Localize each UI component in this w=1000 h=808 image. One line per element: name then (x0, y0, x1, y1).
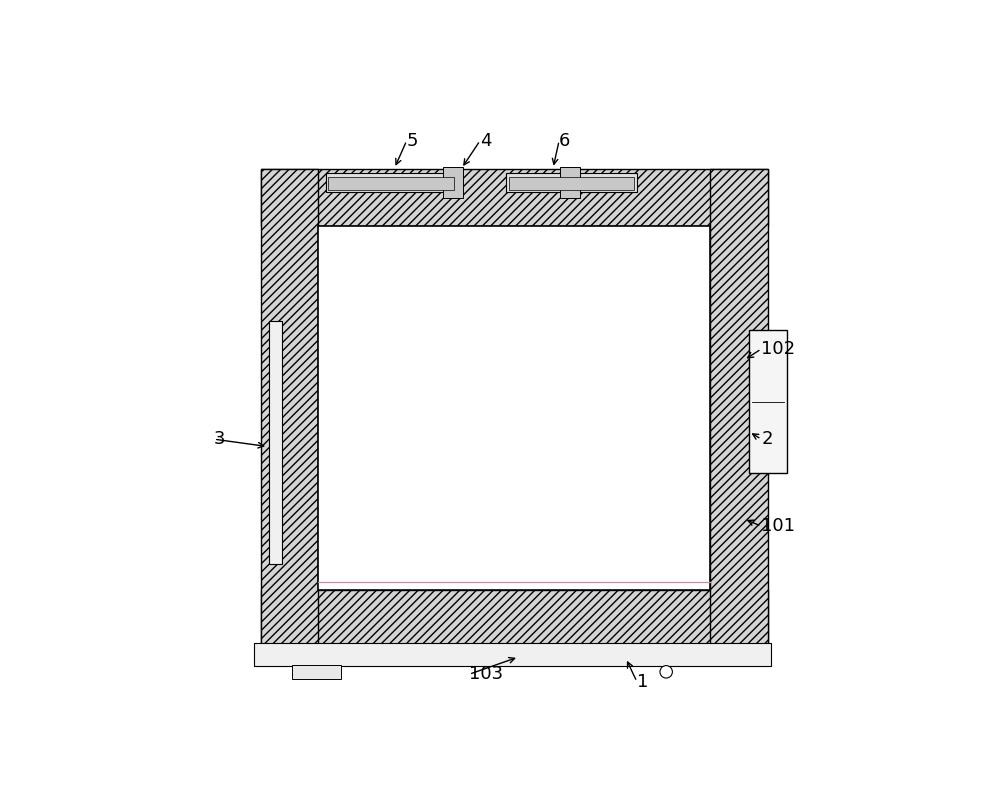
Bar (261, 591, 768, 647)
Text: 5: 5 (407, 132, 418, 149)
Bar (318, 225, 710, 591)
Bar (269, 321, 282, 564)
Bar (261, 169, 318, 647)
Bar (710, 169, 768, 647)
Text: 103: 103 (469, 665, 503, 684)
Bar (749, 330, 787, 473)
Bar (560, 166, 580, 198)
Bar (443, 166, 463, 198)
Text: 102: 102 (761, 340, 795, 358)
Bar (328, 177, 454, 190)
Text: 101: 101 (761, 517, 795, 535)
Bar (326, 174, 457, 192)
Bar (254, 642, 771, 667)
Text: 2: 2 (761, 430, 773, 448)
Bar (509, 177, 634, 190)
Circle shape (660, 666, 672, 678)
Text: 3: 3 (214, 430, 225, 448)
Text: 4: 4 (480, 132, 492, 149)
Bar (292, 665, 341, 679)
Text: 1: 1 (637, 673, 648, 691)
Text: 6: 6 (559, 132, 571, 149)
Bar (506, 174, 637, 192)
Bar (261, 169, 768, 225)
